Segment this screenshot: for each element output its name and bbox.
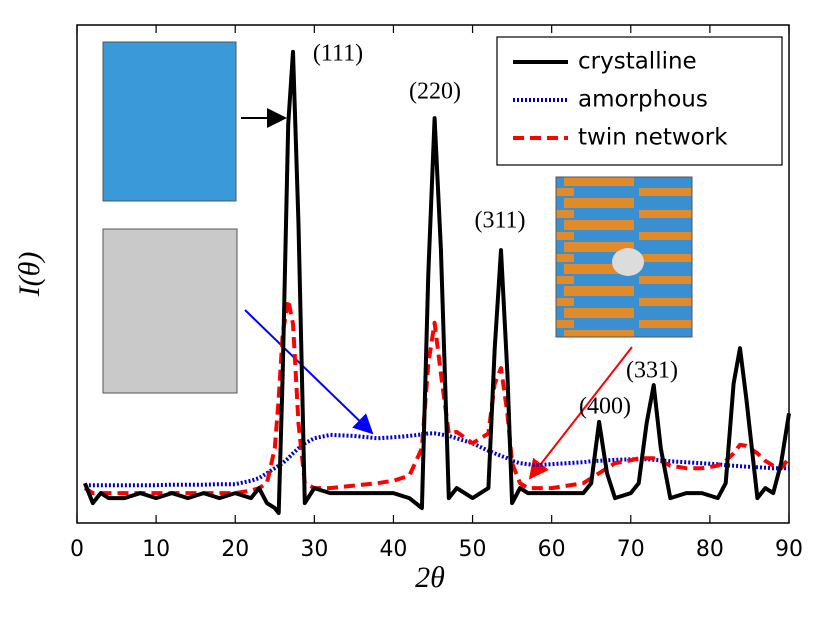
plot-frame <box>76 24 790 524</box>
legend-label: crystalline <box>578 49 697 75</box>
y-axis-label: I(θ) <box>13 252 46 298</box>
inset-twin-defect <box>612 248 644 276</box>
legend-label: amorphous <box>578 87 708 113</box>
peak-label: (400) <box>579 394 631 420</box>
arrow <box>528 346 633 480</box>
x-axis-label: 2θ <box>415 561 445 594</box>
legend-box <box>496 36 783 166</box>
x-tick-label: 60 <box>538 537 566 562</box>
series-line <box>84 431 789 488</box>
x-tick-label: 0 <box>70 537 84 562</box>
x-tick-label: 70 <box>617 537 645 562</box>
peak-label: (311) <box>474 208 525 234</box>
x-tick-label: 80 <box>696 537 724 562</box>
peak-label: (111) <box>313 41 363 67</box>
x-tick-label: 10 <box>142 537 170 562</box>
x-tick-label: 90 <box>775 537 803 562</box>
inset-crystalline <box>102 41 237 202</box>
peak-label: (220) <box>409 79 461 105</box>
x-tick-label: 20 <box>221 537 249 562</box>
legend-label: twin network <box>578 125 728 151</box>
x-tick-label: 30 <box>300 537 328 562</box>
x-tick-label: 50 <box>459 537 487 562</box>
peak-label: (331) <box>626 358 678 384</box>
series-line <box>83 49 791 515</box>
arrow <box>244 309 374 435</box>
x-tick-label: 40 <box>379 537 407 562</box>
inset-twin <box>555 176 693 338</box>
inset-amorphous <box>102 228 238 394</box>
